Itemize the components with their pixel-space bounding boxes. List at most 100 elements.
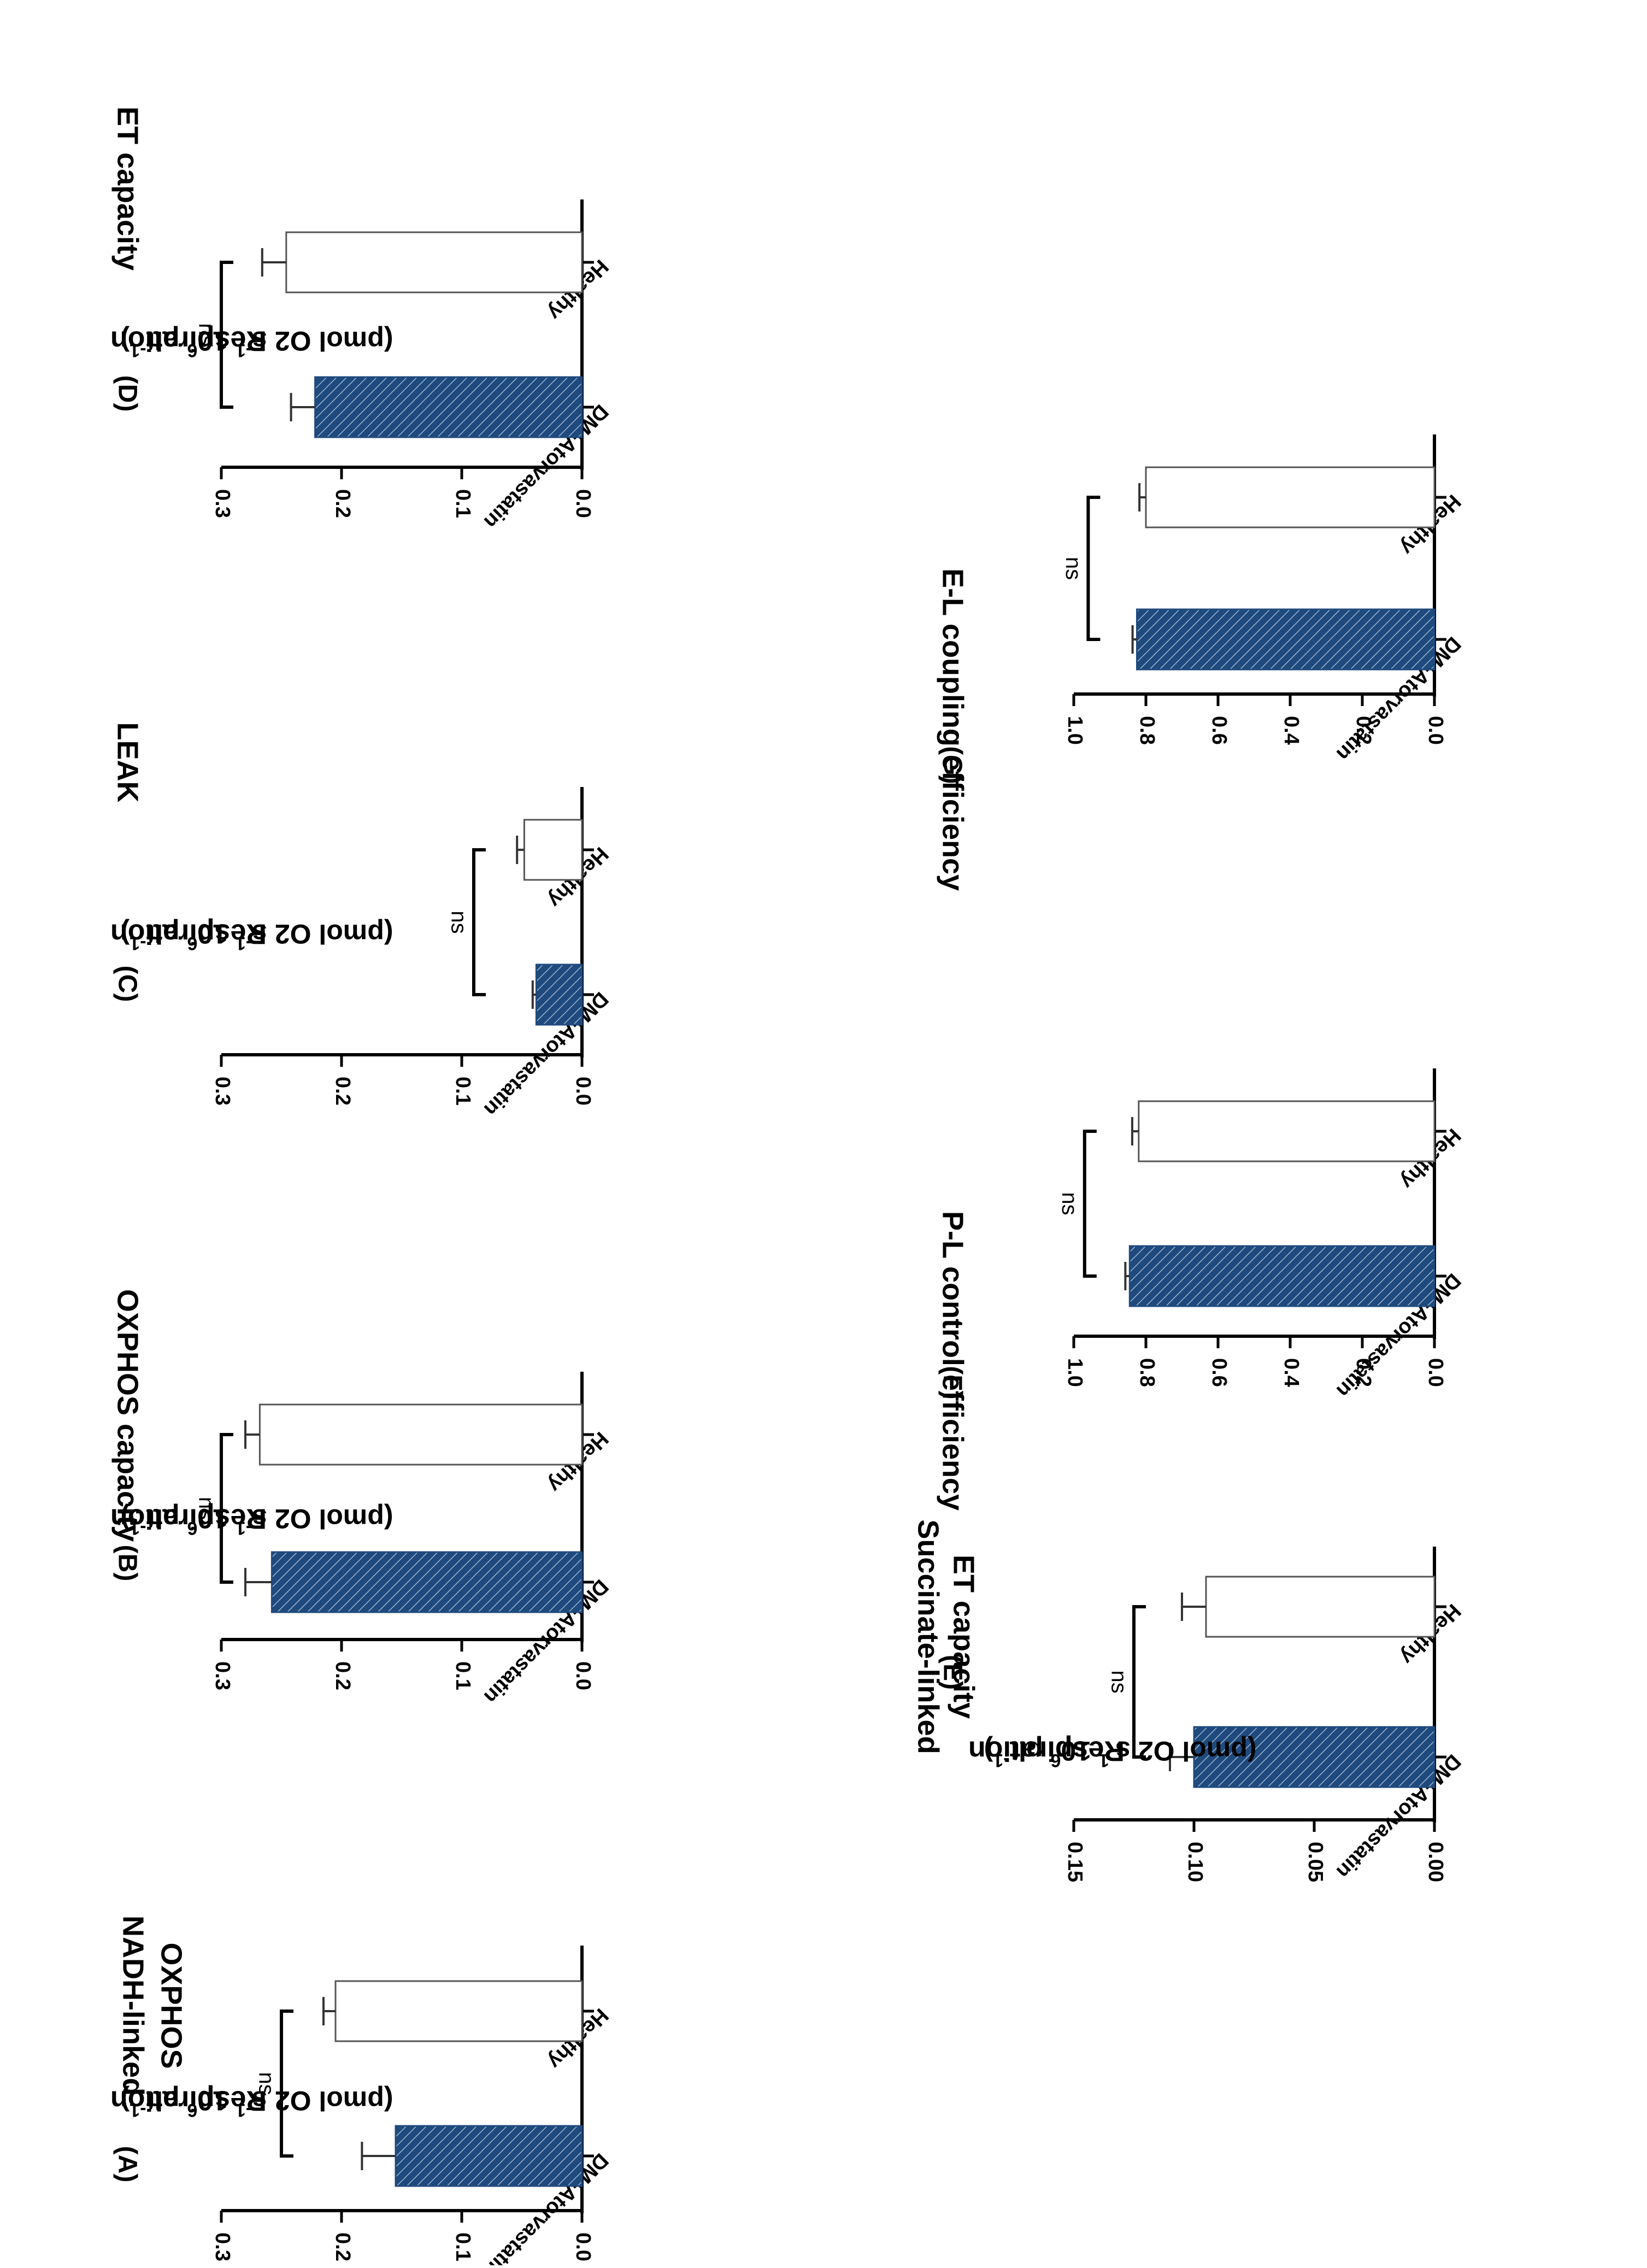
- y-axis-units-text: (pmol O2 s: [252, 919, 393, 949]
- y-axis-units-text: (pmol O2 s: [252, 2085, 393, 2116]
- y-axis-units-superscript: -1: [236, 1518, 252, 1538]
- chart-title: Succinate-linked: [912, 1519, 945, 1754]
- y-tick-label: 0.0: [1424, 716, 1447, 745]
- y-tick-label: 0.0: [572, 2232, 595, 2261]
- chart-panel-f: 0.00.20.40.60.81.0HealthyDM+Atorvastatin…: [937, 1068, 1465, 1511]
- chart-title: OXPHOS: [155, 1942, 188, 2069]
- y-tick-label: 0.2: [1352, 716, 1375, 745]
- y-axis-units-text: 10: [197, 326, 236, 356]
- chart-title: OXPHOS capacity: [111, 1289, 144, 1542]
- panel-label: (F): [938, 1366, 967, 1399]
- y-axis-units-text: ): [121, 326, 130, 356]
- significance-bracket: [220, 261, 233, 409]
- y-tick-label: 0.2: [331, 2232, 354, 2261]
- y-axis-units: (pmol O2 s-1 106 plt-1): [121, 1503, 393, 1538]
- chart-title: NADH-linked: [117, 1916, 150, 2096]
- y-axis-units-text: 10: [1061, 1736, 1099, 1766]
- y-axis-label: Respiration: [110, 2084, 267, 2116]
- y-axis-units: (pmol O2 s-1 106 plt-1): [121, 2085, 393, 2120]
- y-tick-label: 0.6: [1208, 716, 1231, 745]
- y-axis-units-superscript: -1: [130, 340, 146, 361]
- y-tick-label: 0.05: [1304, 1842, 1327, 1882]
- chart-title: E-L coupling efficiency: [937, 568, 969, 891]
- significance-bracket: [220, 1433, 233, 1584]
- y-axis-units-superscript: 6: [187, 2100, 197, 2120]
- significance-label: ns: [194, 1497, 218, 1520]
- bar-dm-atorvastatin: [535, 963, 583, 1026]
- y-tick-label: 0.2: [331, 1077, 354, 1106]
- y-axis-units-text: 10: [197, 1503, 236, 1534]
- y-tick-label: 0.0: [572, 489, 595, 518]
- y-axis-units-superscript: 6: [187, 340, 197, 361]
- y-axis-units-text: (pmol O2 s: [252, 326, 393, 356]
- bar-dm-atorvastatin: [1193, 1726, 1436, 1788]
- y-axis-units-text: plt: [146, 1503, 187, 1534]
- y-tick-label: 0.10: [1184, 1842, 1207, 1882]
- y-axis-units: (pmol O2 s-1 106 plt-1): [121, 326, 393, 361]
- y-tick-label: 0.3: [211, 1661, 234, 1690]
- significance-label: ns: [1057, 1192, 1081, 1215]
- y-axis-units-text: ): [121, 1503, 130, 1534]
- y-axis-units-superscript: -1: [130, 1518, 146, 1538]
- y-tick-label: 0.8: [1136, 1358, 1158, 1387]
- panel-label: (B): [113, 1545, 142, 1582]
- y-axis-units-text: 10: [197, 919, 236, 949]
- significance-bracket: [280, 2010, 293, 2158]
- y-tick-label: 0.00: [1424, 1842, 1447, 1882]
- y-tick-label: 0.3: [211, 1077, 234, 1106]
- bar-healthy: [1138, 1100, 1436, 1162]
- bar-dm-atorvastatin: [395, 2125, 583, 2187]
- y-axis-label: Respiration: [110, 918, 267, 949]
- significance-label: ns: [254, 2072, 278, 2095]
- significance-label: ns: [446, 910, 470, 933]
- y-axis-units-text: ): [984, 1736, 993, 1766]
- y-tick-label: 0.1: [451, 489, 474, 518]
- chart-panel-a: 0.00.10.20.3HealthyDM+Atorvastatinns(A)N…: [110, 1916, 613, 2268]
- chart-panel-d: 0.00.10.20.3HealthyDM+Atorvastatinns(D)E…: [110, 107, 613, 533]
- y-axis-units-text: plt: [146, 2085, 187, 2116]
- panel-label: (D): [113, 375, 142, 412]
- panel-label: (C): [113, 966, 142, 1002]
- bar-healthy: [1205, 1576, 1436, 1638]
- y-tick-label: 0.1: [451, 1077, 474, 1106]
- y-axis-units: (pmol O2 s-1 106 plt-1): [121, 919, 393, 954]
- chart-title: P-L control efficiency: [937, 1211, 969, 1511]
- y-axis-label: Respiration: [110, 325, 267, 356]
- y-tick-label: 0.8: [1136, 716, 1158, 745]
- y-axis-label: Respiration: [968, 1735, 1125, 1766]
- y-axis-units-superscript: 6: [187, 933, 197, 954]
- bar-dm-atorvastatin: [1128, 1245, 1436, 1307]
- chart-title: ET capacity: [948, 1555, 980, 1719]
- y-axis-units-superscript: -1: [1099, 1750, 1115, 1771]
- bar-healthy: [523, 819, 583, 881]
- significance-bracket: [1132, 1605, 1146, 1759]
- bar-healthy: [258, 1403, 583, 1466]
- y-tick-label: 1.0: [1063, 716, 1086, 745]
- y-tick-label: 0.15: [1063, 1842, 1086, 1882]
- y-axis-units-text: (pmol O2 s: [1115, 1736, 1256, 1766]
- chart-panel-c: 0.00.10.20.3HealthyDM+Atorvastatinns(C)L…: [110, 722, 613, 1121]
- y-axis-units-text: ): [121, 919, 130, 949]
- bar-healthy: [1145, 466, 1436, 528]
- y-axis-units-superscript: -1: [993, 1750, 1009, 1771]
- y-axis-units-superscript: -1: [236, 933, 252, 954]
- y-axis-units-text: plt: [1009, 1736, 1050, 1766]
- y-tick-label: 0.3: [211, 489, 234, 518]
- significance-label: ns: [1061, 557, 1085, 580]
- significance-bracket: [1083, 1130, 1097, 1278]
- significance-label: ns: [194, 323, 218, 346]
- y-tick-label: 0.1: [451, 2232, 474, 2261]
- y-tick-label: 0.2: [331, 489, 354, 518]
- y-axis-units-superscript: -1: [236, 2100, 252, 2120]
- chart-title: ET capacity: [111, 107, 144, 271]
- y-tick-label: 0.2: [331, 1661, 354, 1690]
- y-tick-label: 0.3: [211, 2232, 234, 2261]
- y-axis-units-superscript: -1: [130, 2100, 146, 2120]
- y-tick-label: 0.4: [1280, 716, 1303, 745]
- bar-dm-atorvastatin: [270, 1551, 583, 1613]
- bar-healthy: [334, 1980, 583, 2042]
- panel-label: (E): [938, 1655, 967, 1690]
- panel-label: (G): [938, 746, 967, 784]
